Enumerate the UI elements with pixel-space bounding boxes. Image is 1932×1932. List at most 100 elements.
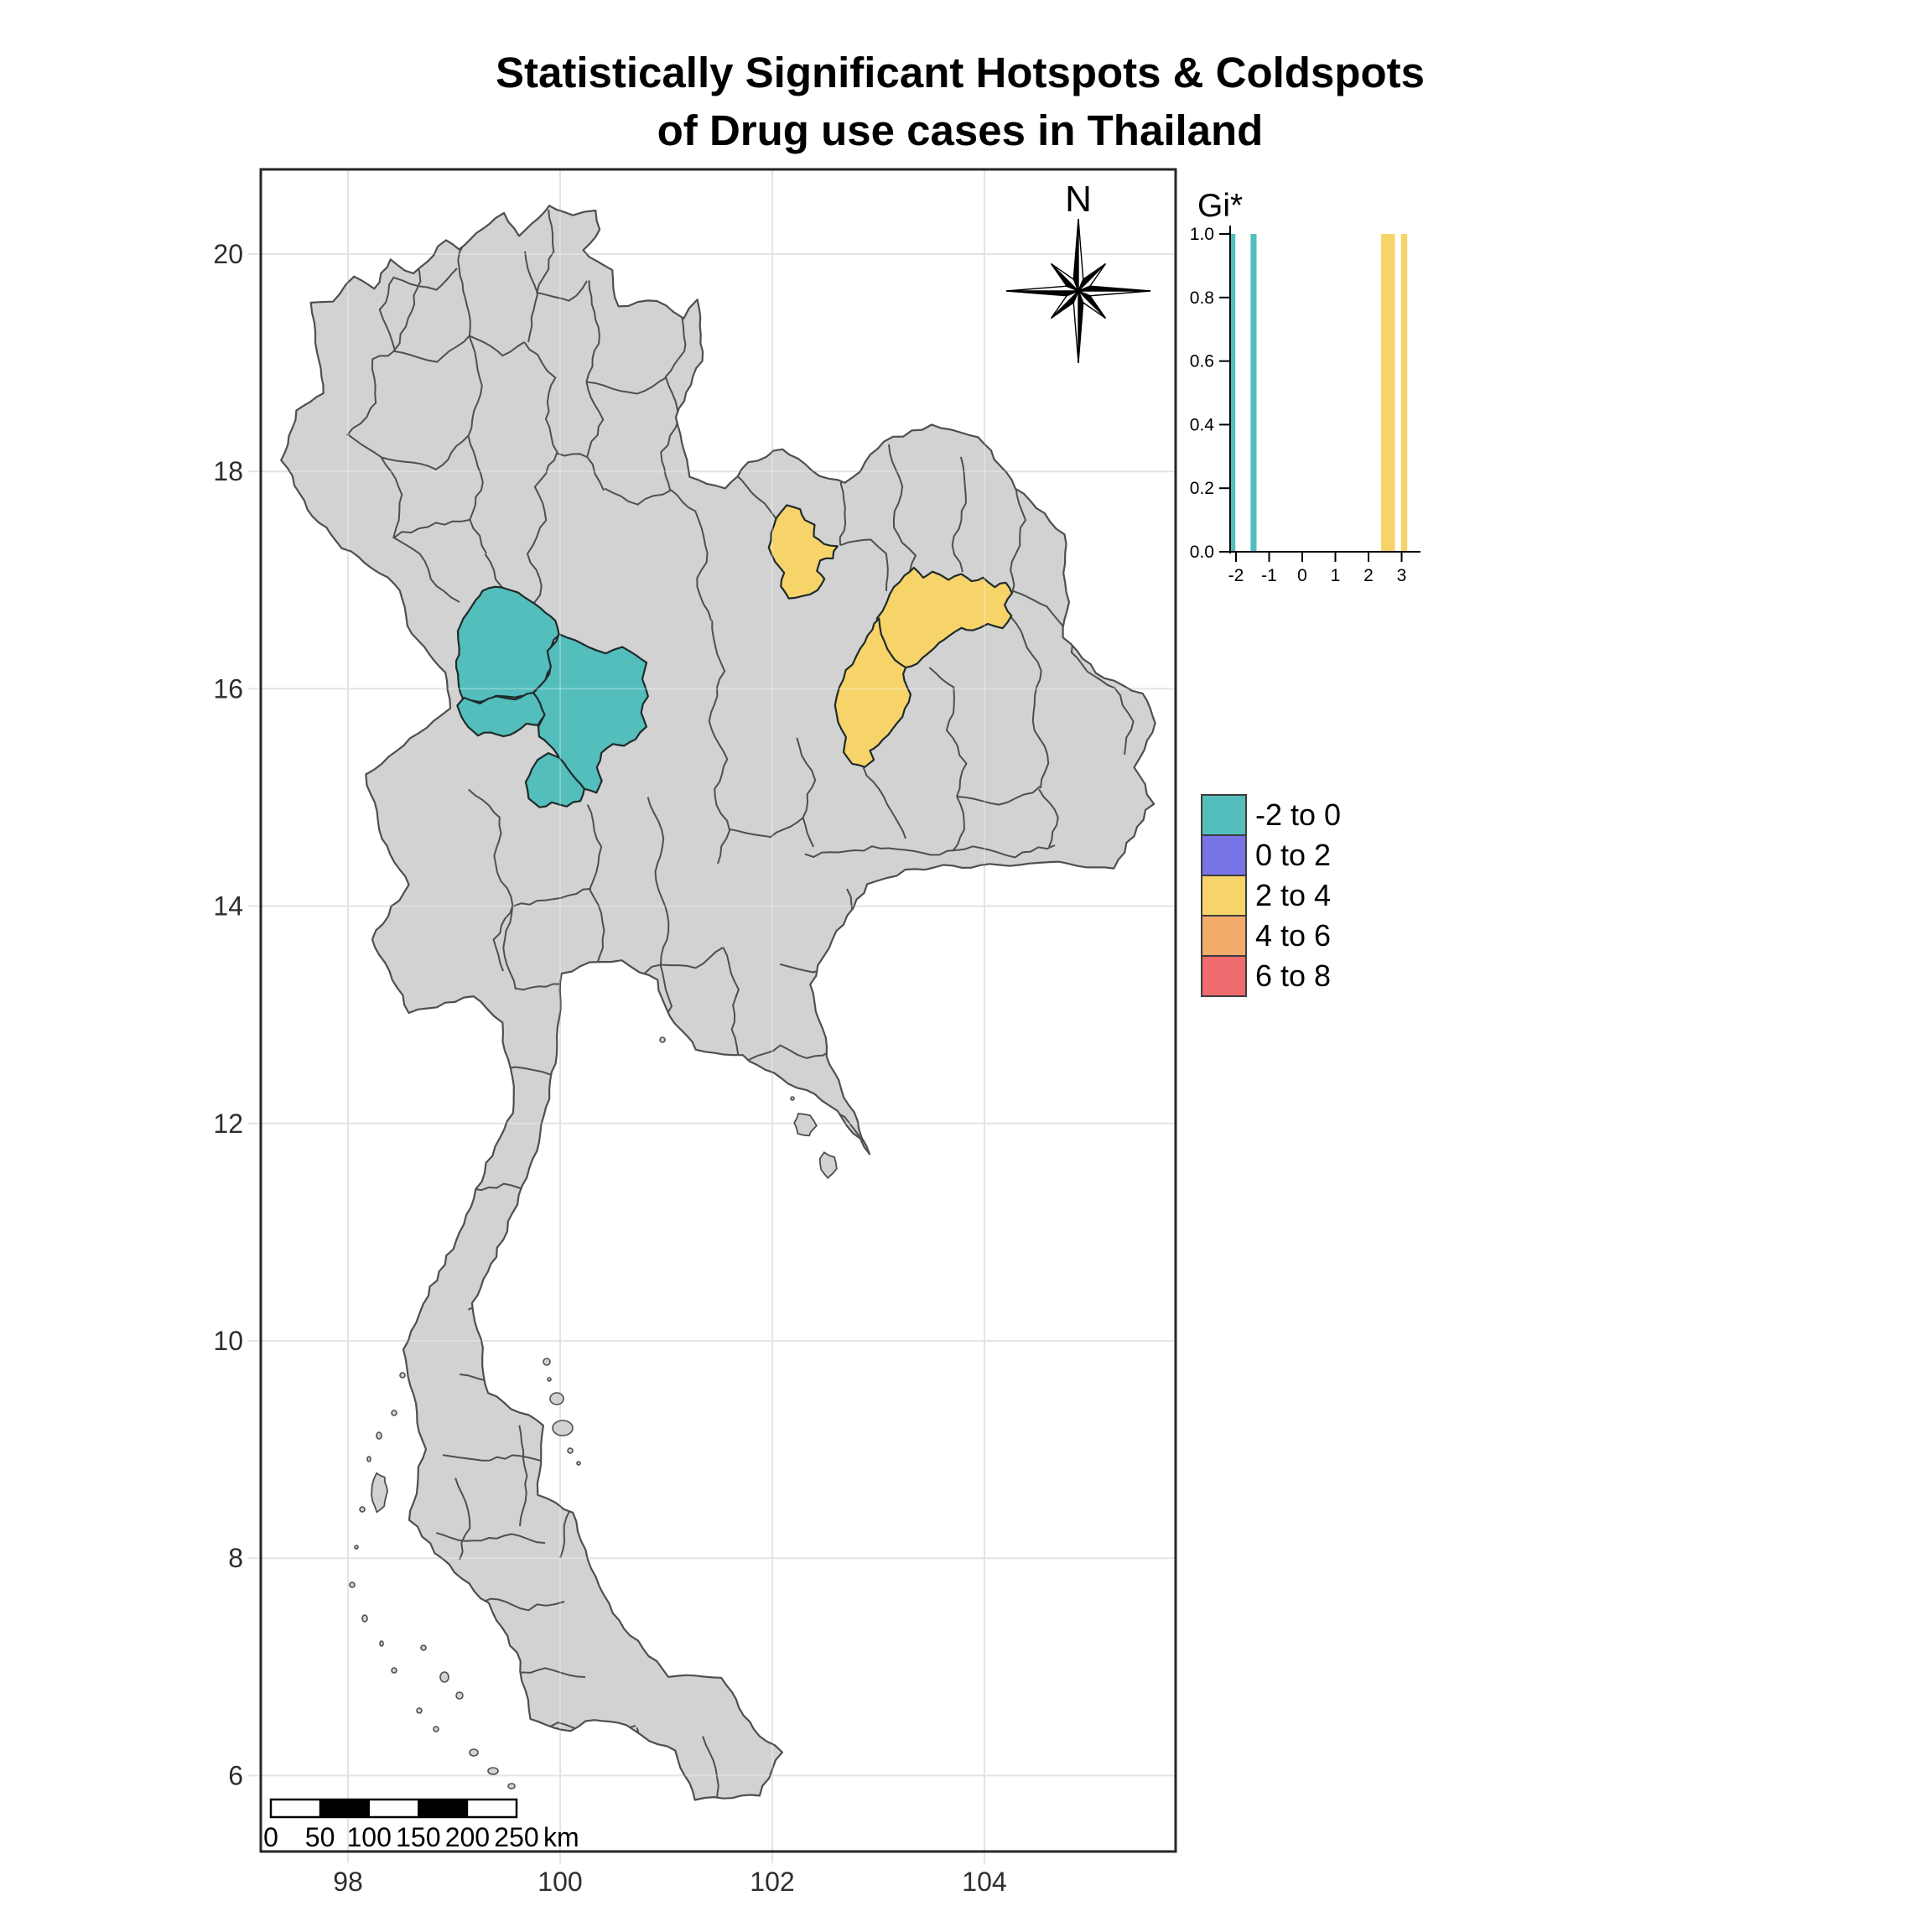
province-border: [647, 797, 670, 965]
scalebar-tick-label: 100: [347, 1822, 392, 1852]
compass-rose: N: [1005, 179, 1151, 364]
island: [366, 1456, 371, 1462]
province-border: [1010, 616, 1050, 789]
province-border: [862, 766, 906, 839]
province-border: [348, 434, 420, 554]
island: [547, 1377, 552, 1382]
scalebar-segment: [270, 1799, 321, 1818]
scalebar-tick-label: 150: [396, 1822, 440, 1852]
legend-swatch: [1201, 875, 1247, 917]
x-axis-tick-label: 102: [750, 1867, 794, 1897]
inset-x-tick-label: 1: [1331, 566, 1341, 585]
province-border: [381, 435, 469, 470]
inset-x-tick-label: 2: [1363, 566, 1374, 585]
scalebar-tick-label: 0: [263, 1822, 278, 1852]
y-axis-tick-label: 6: [228, 1760, 243, 1790]
island: [349, 1581, 356, 1588]
x-axis-tick-label: 104: [962, 1867, 1006, 1897]
island: [354, 1545, 359, 1550]
province-border: [708, 620, 731, 865]
province-border: [636, 1727, 652, 1800]
island: [416, 1707, 423, 1714]
histogram-bar: [1229, 234, 1236, 552]
scalebar-segment: [418, 1799, 469, 1818]
scalebar-segment: [368, 1799, 419, 1818]
province-layer: [346, 209, 1135, 1800]
y-axis-tick-label: 16: [213, 673, 243, 704]
compass-point-dark: [1078, 285, 1151, 292]
province-border: [523, 341, 558, 454]
province-border: [604, 487, 697, 512]
histogram-bar: [1400, 234, 1408, 552]
inset-y-tick-label: 0.6: [1190, 352, 1214, 371]
province-border: [804, 844, 1056, 859]
province-border: [557, 452, 588, 458]
island: [576, 1461, 581, 1466]
legend-item: 2 to 4: [1201, 875, 1331, 917]
inset-y-tick-label: 0.0: [1190, 543, 1214, 562]
province-border: [492, 905, 514, 972]
coldspot-province: [456, 692, 547, 738]
inset-x-tick-label: 3: [1397, 566, 1407, 585]
thailand-map: [280, 205, 1156, 1801]
scalebar-tick-label: 250: [494, 1822, 538, 1852]
province-border: [1012, 589, 1071, 638]
scale-bar: km 0 50 100 150 200 250: [263, 1798, 579, 1852]
province-border: [694, 511, 712, 621]
legend-item: 6 to 8: [1201, 955, 1331, 997]
province-border: [743, 1044, 808, 1066]
province-border: [467, 1301, 538, 1311]
islands: [349, 1036, 838, 1789]
island: [420, 1644, 427, 1651]
histogram-bar: [1381, 234, 1395, 552]
y-axis-tick-label: 10: [213, 1326, 243, 1356]
compass-point-dark: [1005, 290, 1079, 297]
province-border: [393, 519, 470, 538]
province-border: [1010, 469, 1026, 594]
province-border: [524, 251, 539, 343]
province-border: [928, 667, 968, 797]
province-border: [702, 1736, 719, 1800]
legend-item: 4 to 6: [1201, 915, 1331, 957]
axis-tick-labels: 6 8 10 12 14 16 18 20 98 100 102 104: [213, 239, 1006, 1897]
x-axis-tick-label: 98: [333, 1867, 363, 1897]
island: [487, 1767, 499, 1775]
island: [543, 1358, 551, 1366]
inset-y-tick-label: 0.8: [1190, 288, 1214, 308]
inset-y-tick-label: 0.4: [1190, 415, 1215, 434]
province-border: [585, 972, 598, 1047]
province-border: [536, 209, 555, 294]
province-border: [1065, 452, 1088, 672]
country-shape: [280, 205, 1156, 1801]
scalebar-tick-label: 50: [305, 1822, 335, 1852]
coldspot-province: [532, 632, 649, 794]
province-border: [729, 469, 776, 519]
legend-swatch: [1201, 794, 1247, 836]
legend-label: 6 to 8: [1255, 958, 1331, 993]
inset-x-tick-label: -1: [1261, 566, 1277, 585]
inset-x-tick-label: -2: [1228, 566, 1244, 585]
island: [399, 1372, 406, 1379]
island: [552, 1420, 574, 1436]
province-border: [586, 377, 667, 395]
hotspot-province: [834, 617, 911, 768]
scalebar-segment: [466, 1799, 517, 1818]
y-axis-tick-label: 8: [228, 1543, 243, 1573]
province-border: [436, 1532, 546, 1544]
scalebar-segment: [319, 1799, 370, 1818]
island: [469, 1748, 479, 1757]
province-border: [839, 538, 889, 592]
y-axis-tick-label: 14: [213, 891, 243, 922]
province-border: [585, 1733, 600, 1800]
island: [361, 1614, 368, 1623]
province-border: [796, 737, 817, 848]
inset-y-tick-label: 0.2: [1190, 479, 1214, 498]
legend-label: 2 to 4: [1255, 878, 1331, 912]
scalebar-unit-label: km: [543, 1822, 579, 1852]
scalebar-tick-label: 200: [445, 1822, 490, 1852]
island: [793, 1113, 818, 1137]
province-border: [951, 456, 967, 573]
legend-label: -2 to 0: [1255, 797, 1341, 832]
legend-item: -2 to 0: [1201, 794, 1341, 836]
